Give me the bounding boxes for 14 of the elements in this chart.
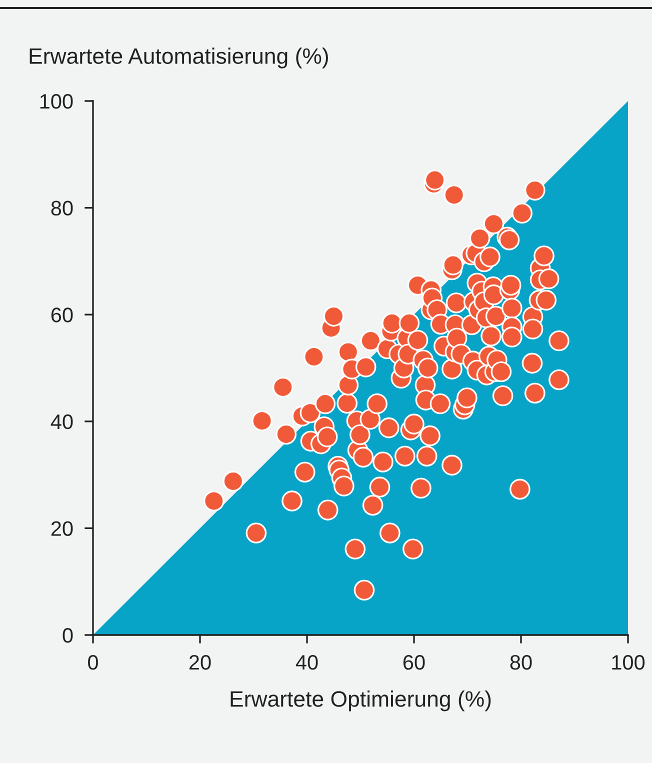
- y-tick-label: 0: [62, 628, 73, 643]
- y-tick-label: 100: [40, 94, 73, 109]
- x-axis-title: Erwartete Optimierung (%): [230, 690, 491, 712]
- y-tick-label: 40: [50, 414, 73, 430]
- x-tick-label: 80: [510, 654, 532, 670]
- y-tick-label: 60: [51, 308, 73, 322]
- x-tick-label: 40: [296, 654, 318, 670]
- x-tick-label: 100: [612, 654, 645, 670]
- x-tick-label: 20: [189, 654, 211, 670]
- y-tick-label: 20: [51, 521, 73, 536]
- x-tick-label: 60: [403, 654, 425, 670]
- y-axis-title: Erwartete Automatisierung (%): [30, 48, 328, 68]
- y-tick-label: 80: [51, 200, 73, 216]
- x-tick-label: 0: [88, 654, 98, 670]
